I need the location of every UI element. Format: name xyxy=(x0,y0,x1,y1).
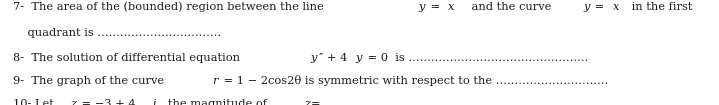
Text: ″ + 4: ″ + 4 xyxy=(319,53,347,63)
Text: r: r xyxy=(213,76,218,86)
Text: = −3 + 4: = −3 + 4 xyxy=(78,99,136,105)
Text: = ……………………………: = …………………………… xyxy=(311,99,449,105)
Text: y: y xyxy=(311,53,317,63)
Text: y: y xyxy=(583,3,590,12)
Text: z: z xyxy=(70,99,76,105)
Text: y: y xyxy=(418,3,425,12)
Text: 7-  The area of the (bounded) region between the line: 7- The area of the (bounded) region betw… xyxy=(13,2,327,12)
Text: = 1 − 2cos2θ is symmetric with respect to the …………………………: = 1 − 2cos2θ is symmetric with respect t… xyxy=(220,75,608,86)
Text: y: y xyxy=(355,53,362,63)
Text: =: = xyxy=(427,3,444,12)
Text: =: = xyxy=(591,3,608,12)
Text: in the first: in the first xyxy=(628,3,692,12)
Text: i: i xyxy=(152,99,156,105)
Text: and the curve: and the curve xyxy=(457,3,554,12)
Text: , the magnitude of: , the magnitude of xyxy=(157,99,271,105)
Text: quadrant is ……………………………: quadrant is …………………………… xyxy=(13,28,221,38)
Text: z: z xyxy=(303,99,310,105)
Text: 9-  The graph of the curve: 9- The graph of the curve xyxy=(13,76,168,86)
Text: = 0  is …………………………………………: = 0 is ………………………………………… xyxy=(364,53,588,63)
Text: 8-  The solution of differential equation: 8- The solution of differential equation xyxy=(13,53,244,63)
Text: 10- Let: 10- Let xyxy=(13,99,58,105)
Text: x: x xyxy=(449,3,455,12)
Text: x: x xyxy=(613,3,619,12)
